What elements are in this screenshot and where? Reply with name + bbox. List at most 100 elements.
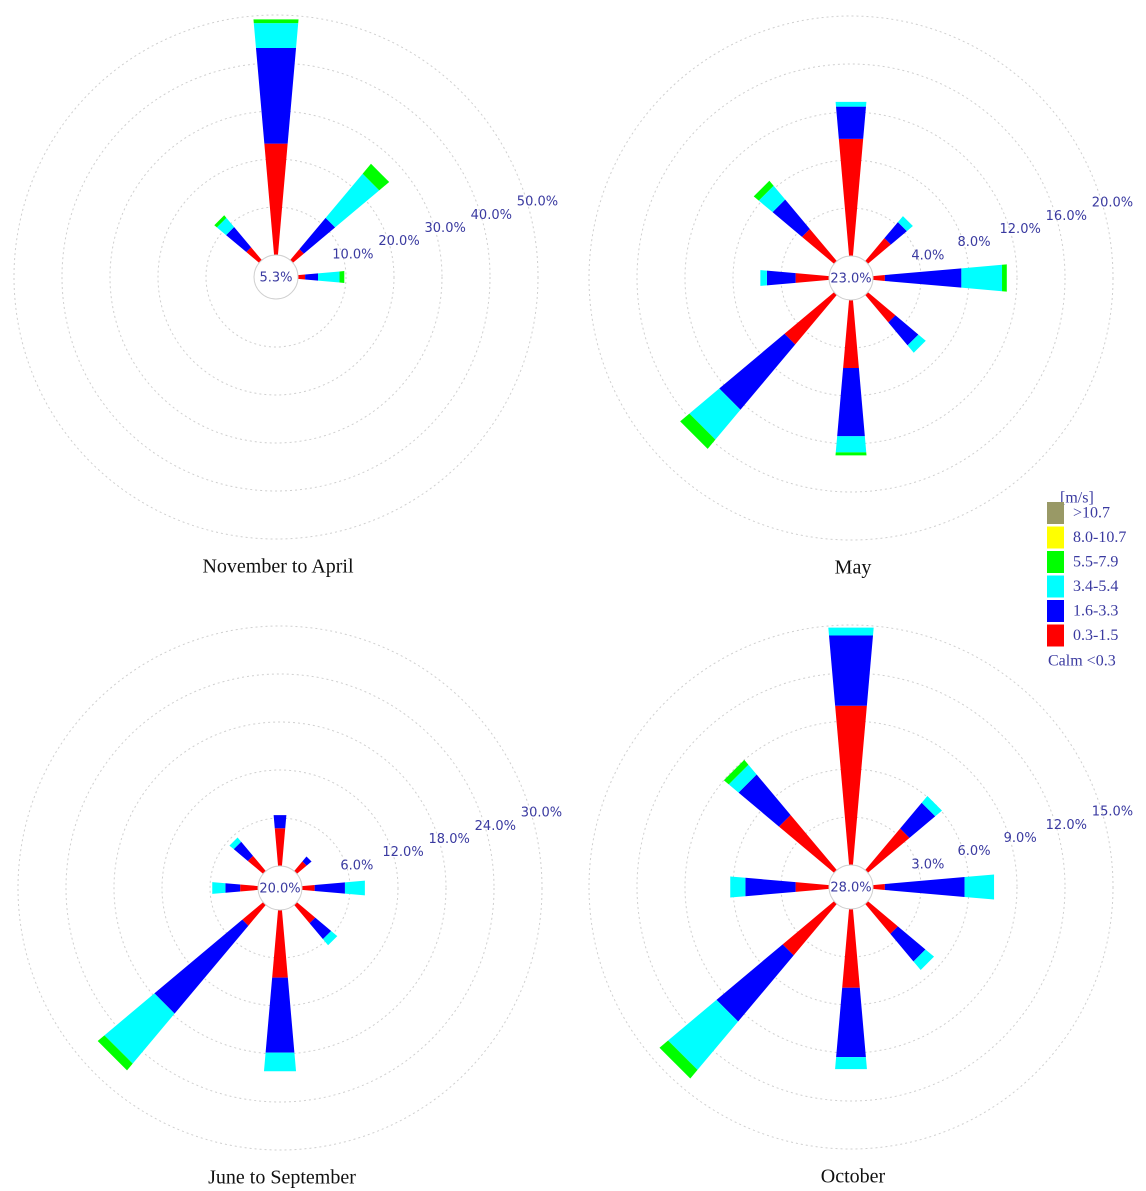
wind-segment (795, 273, 830, 283)
wind-segment (362, 163, 390, 191)
wind-segment (872, 884, 885, 890)
r-tick-label: 10.0% (332, 247, 373, 262)
wind-segment (745, 877, 796, 897)
grid-ring (13, 14, 539, 540)
wind-segment (226, 227, 252, 253)
legend-label: 3.4-5.4 (1073, 578, 1118, 595)
wind-segment (297, 274, 306, 280)
legend-swatch (1047, 575, 1064, 598)
r-tick-label: 24.0% (475, 819, 516, 834)
wind-segment (829, 635, 873, 706)
legend-title: [m/s] (1060, 490, 1094, 507)
wind-segment (872, 275, 885, 281)
legend-swatch (1047, 624, 1064, 647)
wind-segment (835, 101, 867, 107)
wind-segment (719, 333, 796, 410)
wind-segment (264, 143, 288, 256)
wind-segment (738, 774, 791, 827)
wind-segment (753, 180, 774, 201)
wind-segment (246, 247, 262, 263)
legend-swatch (1047, 551, 1064, 573)
wind-segment (212, 882, 226, 894)
wind-segment (801, 228, 837, 264)
wind-segment (240, 884, 259, 892)
wind-segment (314, 882, 345, 894)
calm-label: 20.0% (259, 882, 300, 897)
wind-segment (884, 877, 965, 897)
legend-label: 8.0-10.7 (1073, 529, 1126, 546)
r-tick-label: 40.0% (471, 208, 512, 223)
wind-segment (255, 48, 297, 144)
r-tick-label: 20.0% (1092, 196, 1133, 211)
wind-segment (302, 856, 312, 866)
wind-segment (299, 217, 336, 254)
grid-ring (17, 625, 543, 1151)
wind-segment (921, 795, 943, 817)
wind-segment (758, 185, 786, 213)
wind-segment (888, 315, 919, 346)
calm-circle (828, 255, 874, 301)
wind-segment (835, 705, 867, 866)
wind-segment (1002, 264, 1007, 292)
wind-segment (272, 909, 288, 978)
r-tick-label: 50.0% (517, 195, 558, 210)
wind-segment (772, 199, 810, 237)
r-tick-label: 9.0% (1004, 831, 1037, 846)
wind-segment (907, 334, 926, 353)
wind-segment (214, 215, 227, 228)
wind-segment (273, 815, 287, 829)
wind-segment (836, 106, 866, 139)
grid-ring (588, 15, 1114, 541)
wind-segment (900, 802, 936, 838)
wind-segment (782, 901, 837, 956)
wind-segment (290, 249, 304, 263)
wind-segment (760, 270, 767, 286)
calm-label: 5.3% (259, 271, 292, 286)
wind-segment (294, 902, 316, 924)
calm-circle (253, 254, 299, 300)
wind-segment (784, 292, 837, 345)
wind-segment (884, 268, 962, 288)
chart-title: May (835, 557, 872, 579)
wind-segment (680, 413, 716, 449)
wind-segment (242, 902, 266, 926)
legend-swatch (1047, 600, 1064, 622)
wind-segment (884, 222, 907, 245)
wind-segment (233, 841, 253, 861)
wind-segment (865, 901, 898, 934)
wind-segment (843, 299, 859, 369)
chart-title: November to April (202, 556, 354, 578)
chart-title: June to September (208, 1167, 356, 1189)
wind-segment (97, 1035, 133, 1071)
calm-label: 28.0% (830, 881, 871, 896)
wind-segment (668, 999, 739, 1070)
grid-ring (636, 63, 1066, 493)
wind-segment (961, 264, 1003, 292)
r-tick-label: 12.0% (1046, 818, 1087, 833)
wind-segment (325, 173, 380, 228)
legend-label: 0.3-1.5 (1073, 627, 1118, 644)
legend-swatch (1047, 526, 1064, 549)
legend-calm: Calm <0.3 (1048, 653, 1116, 670)
legend-label: >10.7 (1073, 505, 1110, 522)
wind-segment (728, 764, 757, 793)
wind-segment (104, 993, 175, 1064)
wind-segment (835, 452, 867, 456)
legend-label: 5.5-7.9 (1073, 554, 1118, 571)
wind-segment (795, 882, 830, 892)
wind-segment (897, 216, 913, 232)
wind-segment (229, 837, 242, 850)
wind-segment (913, 949, 935, 971)
wind-segment (309, 917, 332, 940)
r-tick-label: 12.0% (1000, 222, 1041, 237)
r-tick-label: 16.0% (1046, 209, 1087, 224)
wind-segment (659, 1040, 698, 1079)
wind-segment (253, 19, 299, 24)
r-tick-label: 6.0% (958, 844, 991, 859)
wind-segment (689, 388, 741, 440)
wind-segment (838, 138, 864, 257)
wind-segment (154, 919, 249, 1014)
r-tick-label: 20.0% (378, 234, 419, 249)
wind-segment (247, 855, 266, 874)
